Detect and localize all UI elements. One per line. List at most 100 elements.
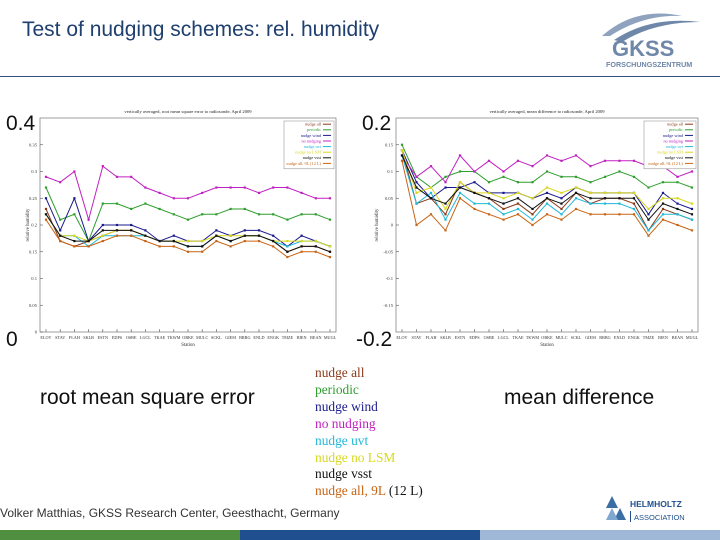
data-point	[144, 186, 147, 189]
rmse-axis-max-label: 0.4	[6, 112, 36, 135]
x-tick-label: ESTN	[98, 335, 108, 340]
x-tick-label: TKWM	[167, 335, 181, 340]
data-point	[473, 207, 476, 211]
mean-diff-axis-min-label: -0.2	[356, 328, 393, 351]
footer-bar-blue	[240, 530, 480, 540]
data-point	[690, 202, 694, 205]
data-point	[286, 250, 289, 253]
y-tick-label: -0.15	[383, 303, 393, 308]
data-point	[101, 234, 104, 237]
x-tick-label: GIEM	[225, 335, 236, 340]
chart-legend-label: nudge vsst	[665, 155, 684, 160]
data-point	[589, 165, 592, 168]
data-point	[115, 229, 119, 232]
data-point	[400, 159, 404, 162]
data-point	[286, 256, 289, 259]
y-tick-label: 0.05	[29, 303, 38, 308]
data-point	[73, 170, 76, 173]
chart-legend-box	[643, 120, 697, 170]
data-point	[676, 223, 679, 227]
data-point	[144, 239, 147, 243]
x-tick-label: GIEM	[585, 335, 596, 340]
data-point	[589, 197, 592, 200]
data-point	[215, 213, 218, 216]
data-point	[661, 218, 665, 221]
chart-title: vertically averaged, mean difference to …	[489, 109, 605, 115]
data-point	[257, 213, 261, 216]
data-point	[186, 218, 190, 221]
x-tick-label: ENGK	[628, 335, 640, 340]
y-tick-label: -0.05	[383, 249, 393, 254]
data-point	[201, 213, 204, 216]
data-point	[229, 239, 232, 243]
data-point	[44, 197, 48, 200]
data-point	[516, 181, 520, 184]
data-point	[87, 218, 90, 221]
x-tick-label: LGCL	[140, 335, 151, 340]
x-tick-label: BEAN	[310, 335, 321, 340]
footer-bar-light	[480, 530, 720, 540]
data-point	[516, 202, 520, 205]
data-point	[300, 245, 303, 248]
data-point	[661, 213, 665, 216]
data-point	[44, 213, 48, 216]
data-point	[676, 202, 679, 205]
data-point	[603, 202, 607, 205]
x-axis-label: Station	[181, 343, 195, 348]
data-point	[201, 250, 204, 253]
data-point	[130, 207, 133, 211]
chart-legend-label: nudge wind	[301, 133, 322, 138]
data-point	[560, 191, 563, 194]
data-point	[101, 229, 104, 232]
data-point	[502, 218, 505, 221]
footer-bar	[0, 530, 720, 540]
y-axis-label: relative humidity	[375, 208, 380, 242]
data-point	[545, 186, 549, 189]
data-point	[115, 202, 119, 205]
data-point	[272, 186, 275, 189]
data-point	[473, 191, 476, 194]
data-point	[158, 245, 161, 248]
data-point	[229, 234, 232, 237]
data-point	[328, 250, 332, 253]
data-point	[415, 223, 418, 227]
chart-legend-label: periodic	[669, 127, 683, 132]
data-point	[73, 213, 76, 216]
x-tick-label: OSBE	[126, 335, 137, 340]
mean-diff-axis-max-label: 0.2	[362, 112, 392, 135]
chart-title: vertically averaged, root mean square er…	[124, 109, 252, 115]
x-tick-label: OBKE	[182, 335, 194, 340]
data-point	[59, 229, 62, 232]
data-point	[257, 191, 261, 194]
data-point	[560, 207, 563, 211]
data-point	[59, 218, 62, 221]
footer-author: Volker Matthias, GKSS Research Center, G…	[0, 506, 340, 520]
data-point	[172, 234, 175, 237]
data-point	[574, 197, 578, 200]
data-point	[531, 197, 534, 200]
legend-item-label: nudge all, 9L	[315, 483, 386, 499]
data-point	[158, 191, 161, 194]
y-tick-label: 0.35	[29, 142, 38, 147]
x-tick-label: STAV	[55, 335, 65, 340]
x-tick-label: ENLD	[614, 335, 625, 340]
data-point	[400, 154, 404, 157]
data-point	[243, 207, 246, 211]
data-point	[676, 175, 679, 178]
legend-item: nudge all, 9L (12 L)	[315, 483, 423, 500]
data-point	[603, 197, 607, 200]
data-point	[257, 239, 261, 243]
chart-legend-label: no nudging	[302, 138, 322, 143]
rmse-caption: root mean square error	[40, 386, 255, 409]
data-point	[531, 165, 534, 168]
data-point	[229, 186, 232, 189]
y-tick-label: 0.1	[31, 276, 37, 281]
data-point	[300, 191, 303, 194]
data-point	[44, 175, 48, 178]
data-point	[473, 202, 476, 205]
series-line	[45, 165, 330, 222]
data-point	[531, 181, 534, 184]
x-tick-label: SCKL	[211, 335, 222, 340]
data-point	[314, 239, 317, 243]
data-point	[272, 239, 275, 243]
